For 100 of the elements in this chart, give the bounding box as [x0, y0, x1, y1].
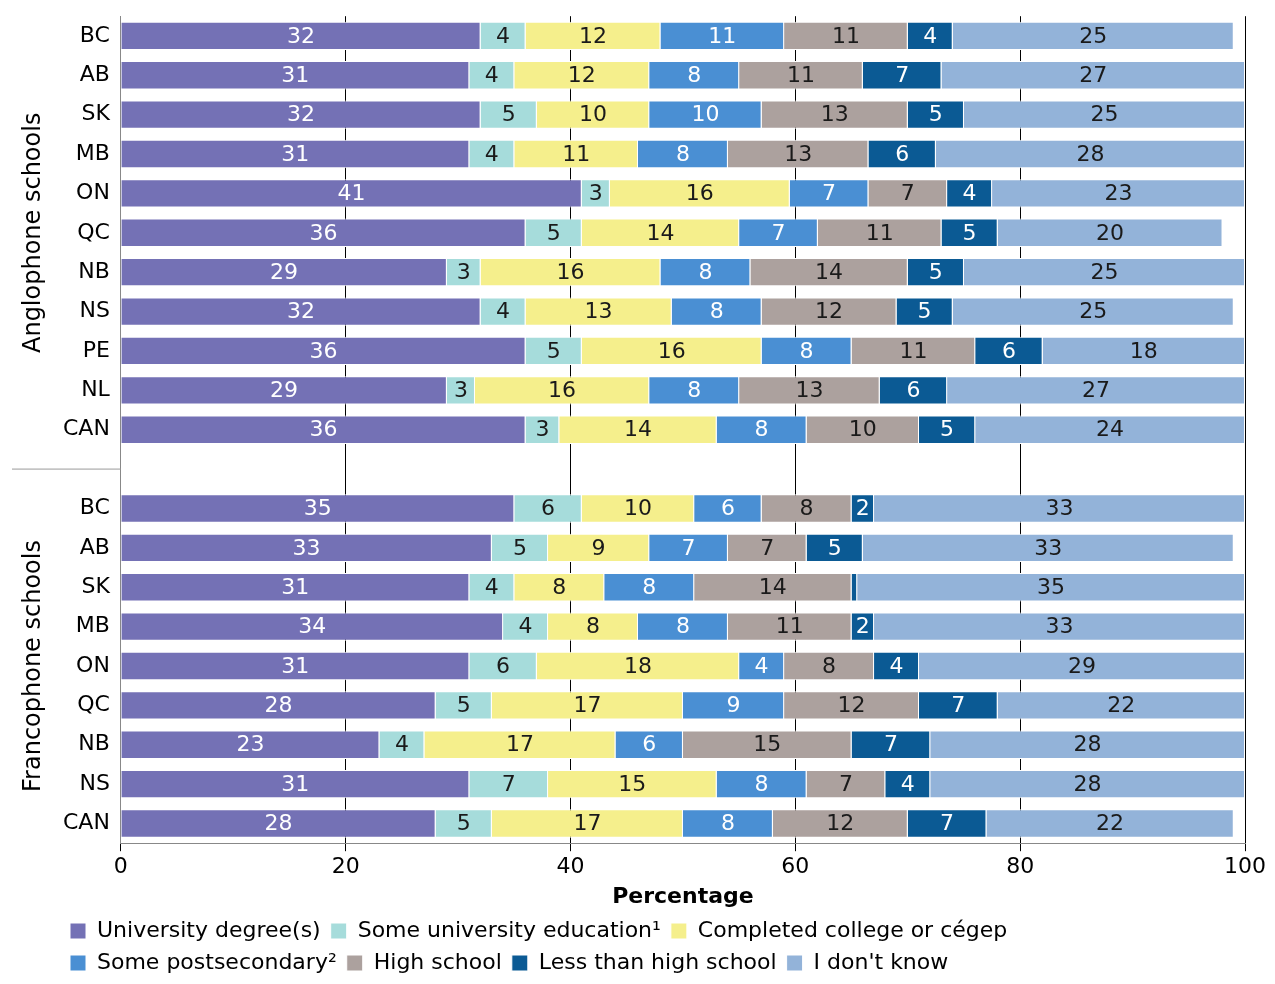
data-label: 12 — [567, 61, 596, 87]
data-label: 5 — [827, 534, 842, 560]
data-label: 23 — [236, 731, 265, 757]
legend-label: Some postsecondary² — [97, 948, 337, 974]
data-label: 32 — [286, 101, 315, 127]
x-tick-label: 60 — [781, 853, 810, 879]
x-axis-title: Percentage — [612, 882, 754, 908]
data-label: 8 — [642, 573, 657, 599]
data-label: 16 — [657, 337, 686, 363]
data-label: 8 — [822, 652, 837, 678]
data-label: 36 — [309, 219, 338, 245]
data-label: 17 — [573, 692, 602, 718]
data-label: 3 — [453, 377, 468, 403]
data-label: 32 — [286, 22, 315, 48]
data-label: 7 — [501, 770, 516, 796]
data-label: 4 — [923, 22, 938, 48]
x-tick-label: 20 — [331, 853, 360, 879]
data-label: 25 — [1079, 22, 1108, 48]
data-label: 28 — [1073, 770, 1102, 796]
data-label: 7 — [940, 810, 955, 836]
y-tick-label: CAN — [62, 415, 110, 441]
data-label: 36 — [309, 416, 338, 442]
data-label: 28 — [264, 810, 293, 836]
data-label: 3 — [535, 416, 550, 442]
text: Anglophone schools — [18, 112, 47, 353]
data-label: 16 — [685, 180, 714, 206]
data-label: 13 — [584, 298, 613, 324]
data-label: 20 — [1096, 219, 1125, 245]
data-label: 4 — [754, 652, 769, 678]
data-label: 11 — [899, 337, 928, 363]
data-label: 13 — [795, 377, 824, 403]
data-label: 9 — [726, 692, 741, 718]
y-tick-label: MB — [75, 139, 110, 165]
data-label: 31 — [281, 770, 310, 796]
y-tick-label: MB — [75, 612, 110, 638]
data-label: 16 — [556, 258, 585, 284]
data-label: 29 — [270, 377, 299, 403]
data-label: 11 — [562, 140, 591, 166]
y-tick-label: CAN — [62, 809, 110, 835]
data-label: 9 — [591, 534, 606, 560]
legend-label: Some university education¹ — [357, 916, 661, 942]
y-tick-label: AB — [79, 60, 110, 86]
data-label: 12 — [837, 692, 866, 718]
data-label: 11 — [786, 61, 815, 87]
data-label: 14 — [623, 416, 652, 442]
data-label: 6 — [496, 652, 511, 678]
legend-label: Less than high school — [538, 948, 777, 974]
data-label: 41 — [337, 180, 366, 206]
data-label: 7 — [883, 731, 898, 757]
y-tick-label: ON — [76, 179, 110, 205]
y-tick-label: NS — [79, 297, 110, 323]
data-label: 7 — [895, 61, 910, 87]
data-label: 8 — [799, 495, 814, 521]
y-tick-label: NL — [81, 376, 111, 402]
data-label: 5 — [940, 416, 955, 442]
data-label: 34 — [298, 613, 327, 639]
data-label: 12 — [579, 22, 607, 48]
data-label: 8 — [687, 61, 702, 87]
data-label: 7 — [951, 692, 966, 718]
data-label: 22 — [1107, 692, 1136, 718]
data-label: 17 — [505, 731, 534, 757]
data-label: 8 — [675, 140, 690, 166]
data-label: 31 — [281, 652, 310, 678]
data-label: 4 — [484, 140, 499, 166]
data-label: 8 — [586, 613, 600, 639]
data-label: 17 — [573, 810, 602, 836]
data-label: 5 — [456, 692, 471, 718]
data-label: 8 — [754, 416, 769, 442]
data-label: 5 — [512, 534, 527, 560]
y-tick-label: NB — [78, 257, 110, 283]
data-label: 29 — [270, 258, 299, 284]
data-label: 7 — [822, 180, 837, 206]
data-label: 13 — [820, 101, 849, 127]
data-label: 6 — [720, 495, 735, 521]
data-label: 28 — [264, 692, 293, 718]
data-label: 4 — [394, 731, 409, 757]
data-label: 4 — [889, 652, 904, 678]
x-tick-label: 0 — [113, 853, 128, 879]
data-label: 4 — [962, 180, 977, 206]
data-label: 32 — [286, 298, 315, 324]
data-label: 4 — [900, 770, 915, 796]
data-label: 4 — [496, 22, 511, 48]
data-label: 31 — [281, 573, 310, 599]
data-label: 11 — [865, 219, 894, 245]
data-label: 6 — [906, 377, 921, 403]
data-label: 15 — [618, 770, 647, 796]
data-label: 28 — [1076, 140, 1105, 166]
data-label: 18 — [1129, 337, 1158, 363]
data-label: 10 — [579, 101, 607, 127]
y-tick-label: BC — [79, 494, 110, 520]
y-tick-label: QC — [77, 218, 110, 244]
data-label: 23 — [1104, 180, 1133, 206]
data-label: 7 — [771, 219, 786, 245]
data-label: 7 — [760, 534, 775, 560]
data-label: 27 — [1082, 377, 1111, 403]
data-label: 5 — [546, 337, 561, 363]
legend-label: I don't know — [813, 948, 949, 974]
data-label: 5 — [928, 101, 943, 127]
data-label: 12 — [815, 298, 844, 324]
data-label: 27 — [1079, 61, 1108, 87]
